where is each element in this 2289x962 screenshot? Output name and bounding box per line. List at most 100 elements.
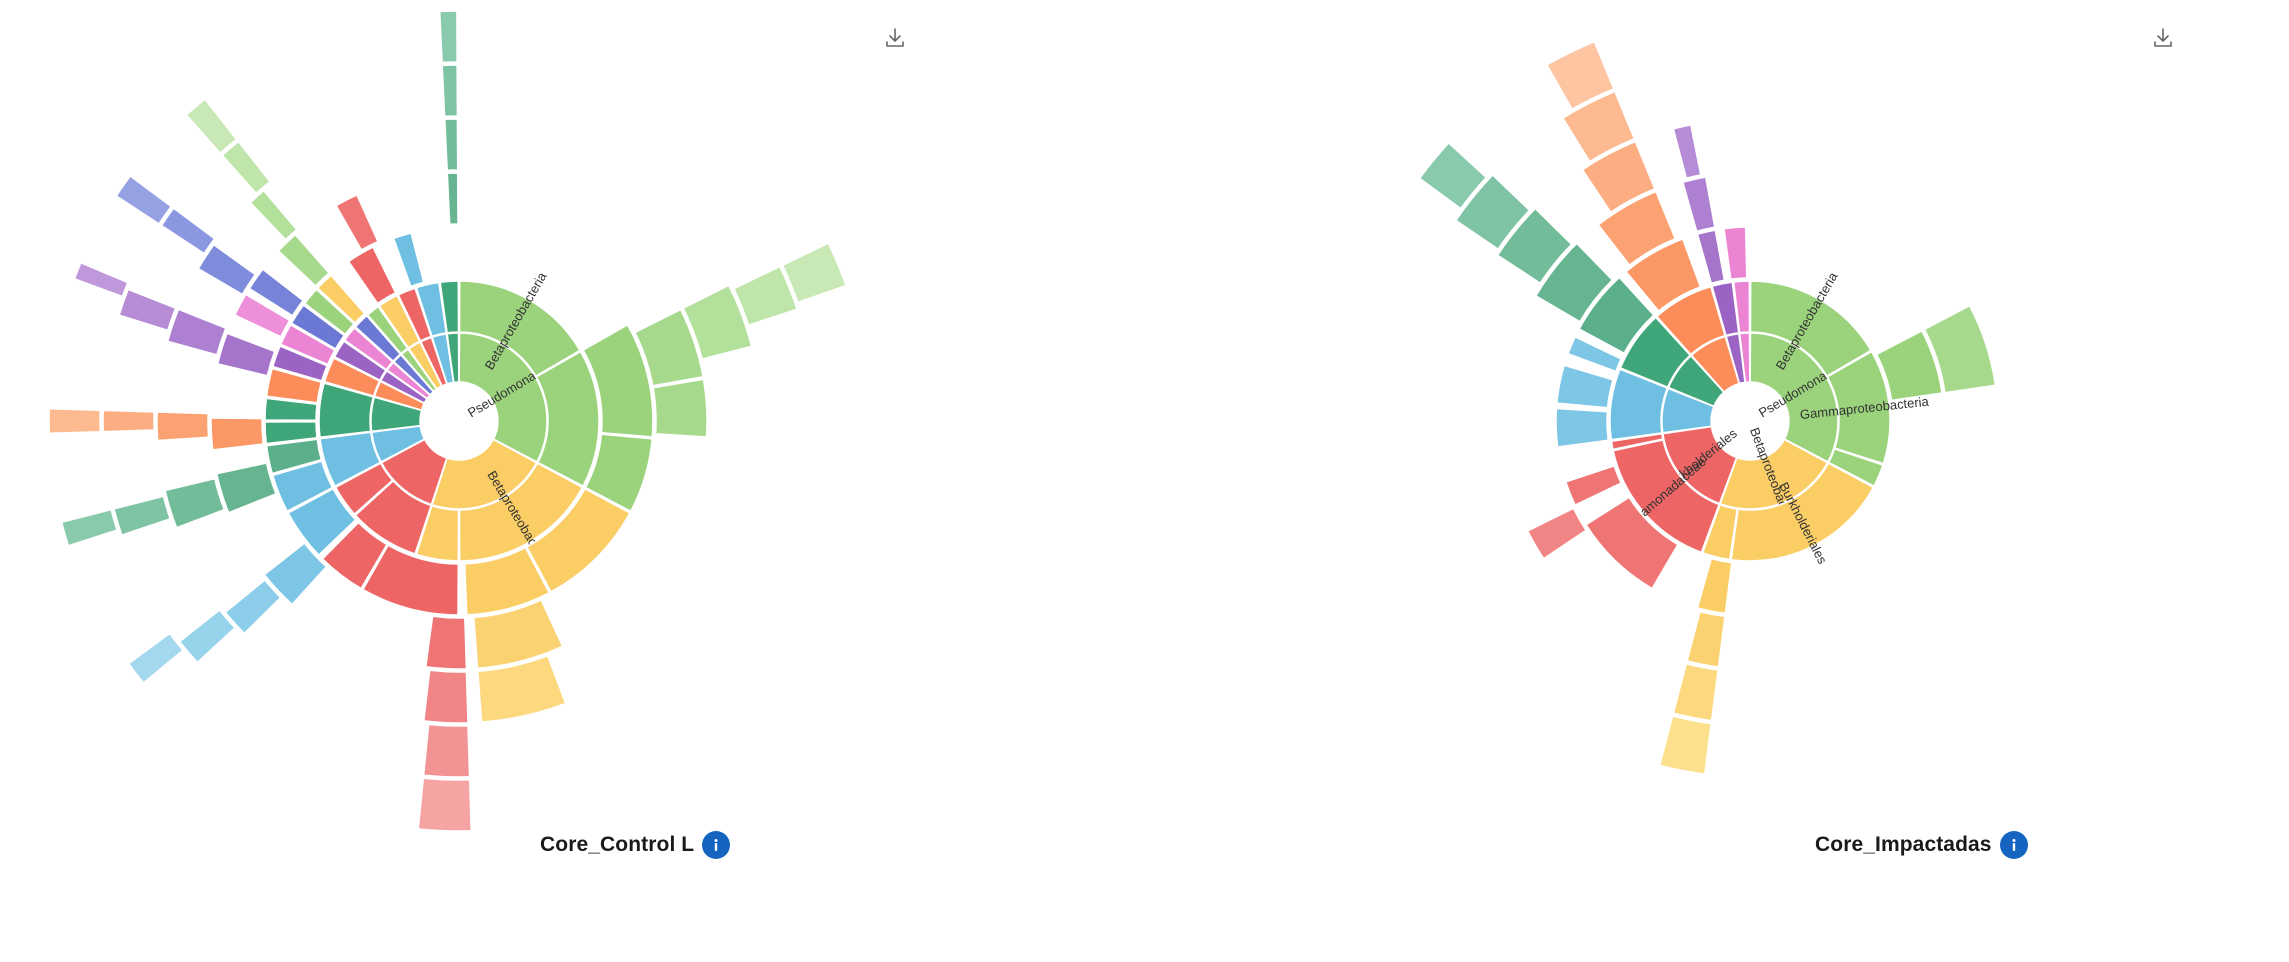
sunburst-segment[interactable] — [652, 378, 708, 438]
sunburst-segment[interactable] — [473, 599, 564, 670]
sunburst-segment[interactable] — [634, 308, 704, 387]
sunburst-segment[interactable] — [1619, 316, 1691, 388]
sunburst-segment[interactable] — [582, 324, 654, 438]
sunburst-segment[interactable] — [287, 488, 357, 556]
sunburst-segment[interactable] — [415, 505, 460, 562]
sunburst-segment[interactable] — [319, 431, 381, 487]
sunburst-segment[interactable] — [272, 345, 328, 382]
sunburst-segment[interactable] — [1578, 276, 1655, 354]
sunburst-segment[interactable] — [1696, 557, 1733, 615]
sunburst-segment[interactable] — [221, 140, 271, 195]
sunburst-segment[interactable] — [682, 284, 753, 360]
sunburst-segment[interactable] — [392, 232, 425, 288]
sunburst-segment[interactable] — [118, 288, 177, 332]
sunburst-segment[interactable] — [354, 480, 432, 555]
info-button[interactable] — [1999, 831, 2028, 859]
sunburst-segment[interactable] — [73, 262, 129, 298]
sunburst-segment[interactable] — [1658, 715, 1712, 775]
sunburst-segment[interactable] — [1923, 304, 1997, 394]
sunburst-segment[interactable] — [1875, 330, 1943, 402]
sunburst-segment[interactable] — [164, 477, 225, 529]
sunburst-segment[interactable] — [1656, 285, 1726, 356]
sunburst-segment[interactable] — [733, 265, 798, 326]
sunburst-segment[interactable] — [215, 462, 277, 514]
sunburst-segment[interactable] — [1696, 229, 1726, 285]
sunburst-segment[interactable] — [1702, 504, 1738, 561]
sunburst-segment[interactable] — [354, 315, 402, 362]
download-button[interactable] — [881, 24, 909, 52]
sunburst-segment[interactable] — [1418, 142, 1487, 210]
sunburst-segment[interactable] — [160, 207, 216, 255]
sunburst-segment[interactable] — [1565, 465, 1622, 506]
sunburst-segment[interactable] — [781, 242, 847, 304]
sunburst-segment[interactable] — [185, 98, 238, 154]
sunburst-segment[interactable] — [1749, 280, 1872, 377]
sunburst-segment[interactable] — [290, 304, 346, 350]
sunburst-segment[interactable] — [321, 521, 388, 590]
sunburst-segment[interactable] — [317, 274, 366, 324]
sunburst-segment[interactable] — [113, 495, 171, 536]
sunburst-segment[interactable] — [1585, 496, 1679, 590]
sunburst-segment[interactable] — [362, 544, 460, 616]
sunburst-segment[interactable] — [265, 367, 323, 404]
sunburst-segment[interactable] — [1535, 242, 1614, 323]
sunburst-segment[interactable] — [439, 280, 460, 334]
sunburst-segment[interactable] — [115, 175, 172, 225]
sunburst-segment[interactable] — [277, 233, 330, 287]
sunburst-segment[interactable] — [280, 324, 336, 366]
sunburst-segment[interactable] — [1828, 448, 1884, 487]
sunburst-segment[interactable] — [264, 420, 318, 445]
sunburst-segment[interactable] — [1749, 332, 1839, 463]
sunburst-segment[interactable] — [441, 64, 459, 118]
sunburst-segment[interactable] — [249, 189, 298, 241]
sunburst-segment[interactable] — [48, 408, 101, 434]
sunburst-segment[interactable] — [584, 433, 653, 512]
sunburst-segment[interactable] — [335, 194, 379, 251]
info-button[interactable] — [702, 831, 731, 859]
sunburst-segment[interactable] — [178, 609, 236, 664]
sunburst-segment[interactable] — [1556, 364, 1614, 409]
sunburst-segment[interactable] — [378, 294, 421, 349]
sunburst-segment[interactable] — [438, 10, 458, 64]
sunburst-segment[interactable] — [1672, 124, 1702, 179]
sunburst-segment[interactable] — [1682, 176, 1716, 233]
sunburst-segment[interactable] — [366, 305, 409, 355]
sunburst-segment[interactable] — [1730, 462, 1875, 562]
sunburst-segment[interactable] — [1661, 387, 1715, 434]
sunburst-segment[interactable] — [323, 357, 381, 397]
sunburst-segment[interactable] — [423, 669, 469, 724]
sunburst-segment[interactable] — [263, 542, 328, 606]
sunburst-segment[interactable] — [397, 287, 432, 342]
sunburst-segment[interactable] — [347, 246, 397, 305]
sunburst-segment[interactable] — [446, 172, 459, 225]
sunburst-segment[interactable] — [1581, 140, 1656, 213]
sunburst-segment[interactable] — [127, 632, 184, 684]
sunburst-segment[interactable] — [216, 332, 276, 377]
sunburst-segment[interactable] — [248, 268, 304, 317]
sunburst-segment[interactable] — [334, 462, 394, 515]
sunburst-segment[interactable] — [417, 777, 472, 832]
sunburst-segment[interactable] — [156, 411, 210, 442]
sunburst-segment[interactable] — [102, 409, 155, 433]
sunburst-segment[interactable] — [463, 546, 550, 616]
sunburst-segment[interactable] — [272, 460, 334, 512]
sunburst-segment[interactable] — [1625, 238, 1702, 312]
sunburst-segment[interactable] — [415, 281, 447, 337]
sunburst-segment[interactable] — [197, 244, 256, 296]
sunburst-segment[interactable] — [458, 280, 581, 377]
sunburst-segment[interactable] — [234, 293, 291, 338]
sunburst-segment[interactable] — [1732, 280, 1751, 334]
sunburst-segment[interactable] — [1526, 507, 1587, 560]
sunburst-segment[interactable] — [458, 332, 548, 463]
sunburst-segment[interactable] — [526, 488, 631, 593]
sunburst-segment[interactable] — [444, 118, 459, 172]
sunburst-segment[interactable] — [210, 417, 265, 451]
sunburst-segment[interactable] — [446, 332, 460, 384]
sunburst-segment[interactable] — [1612, 439, 1720, 554]
sunburst-segment[interactable] — [343, 327, 394, 371]
sunburst-segment[interactable] — [60, 508, 118, 547]
sunburst-segment[interactable] — [1609, 368, 1669, 441]
sunburst-segment[interactable] — [265, 438, 323, 475]
sunburst-segment[interactable] — [1455, 174, 1531, 250]
sunburst-segment[interactable] — [1562, 90, 1636, 163]
